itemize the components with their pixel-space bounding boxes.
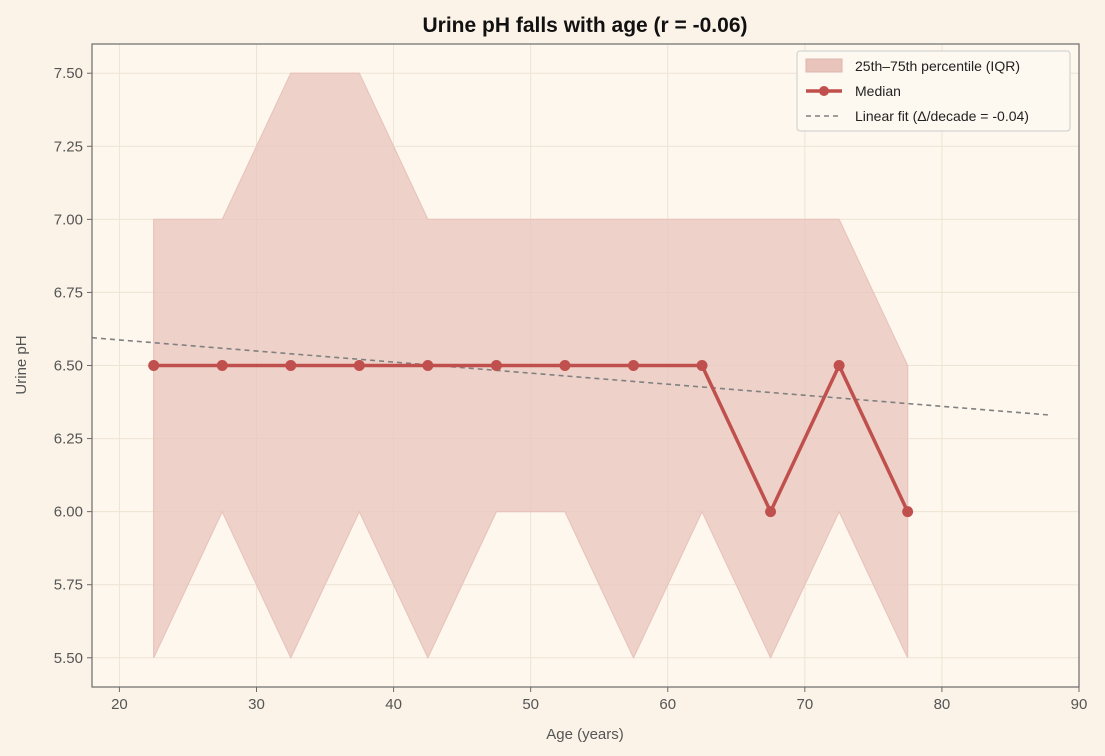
- y-tick-label: 6.25: [54, 431, 83, 448]
- y-axis-label: Urine pH: [13, 335, 30, 394]
- y-tick-label: 7.00: [54, 211, 83, 228]
- x-tick-label: 60: [659, 696, 676, 713]
- y-axis: 5.50 5.75 6.00 6.25 6.50 6.75 7.00 7.25 7.50: [54, 65, 92, 667]
- median-point: [559, 360, 571, 371]
- median-point: [422, 360, 434, 371]
- legend-median-label: Median: [855, 83, 901, 99]
- y-tick-label: 7.25: [54, 138, 83, 155]
- y-tick-label: 6.50: [54, 358, 83, 375]
- x-tick-label: 90: [1071, 696, 1088, 713]
- y-tick-label: 5.75: [54, 577, 83, 594]
- median-point: [216, 360, 228, 371]
- chart-title: Urine pH falls with age (r = -0.06): [423, 14, 748, 37]
- median-point: [902, 506, 914, 518]
- x-tick-label: 20: [111, 696, 128, 713]
- legend-band-label: 25th–75th percentile (IQR): [855, 58, 1020, 74]
- legend-box: [796, 50, 1071, 132]
- x-tick-label: 70: [796, 696, 813, 713]
- legend-median-marker: [819, 86, 829, 96]
- legend-fit-label: Linear fit (Δ/decade = -0.04): [855, 108, 1029, 124]
- x-tick-label: 80: [934, 696, 951, 713]
- y-tick-label: 7.50: [54, 65, 83, 82]
- median-point: [627, 360, 639, 371]
- y-tick-label: 6.00: [54, 504, 83, 521]
- linear-fit-line: [91, 336, 1052, 416]
- y-tick-label: 6.75: [54, 284, 83, 301]
- x-axis-label: Age (years): [546, 726, 624, 743]
- median-point: [490, 360, 502, 371]
- median-point: [833, 360, 845, 371]
- median-layer: [148, 360, 914, 518]
- x-tick-label: 50: [522, 696, 539, 713]
- x-axis: 20 30 40 50 60 70 80 90: [111, 687, 1087, 713]
- y-tick-label: 5.50: [54, 650, 83, 667]
- legend: 25th–75th percentile (IQR) Median Linear…: [796, 50, 1071, 132]
- median-point: [353, 360, 365, 371]
- median-point: [765, 506, 777, 518]
- median-point: [696, 360, 708, 371]
- x-tick-label: 40: [385, 696, 402, 713]
- fit-layer: [91, 336, 1052, 416]
- x-tick-label: 30: [248, 696, 265, 713]
- median-point: [148, 360, 160, 371]
- legend-band-swatch: [805, 58, 843, 73]
- median-line: [153, 361, 910, 516]
- median-point: [285, 360, 297, 371]
